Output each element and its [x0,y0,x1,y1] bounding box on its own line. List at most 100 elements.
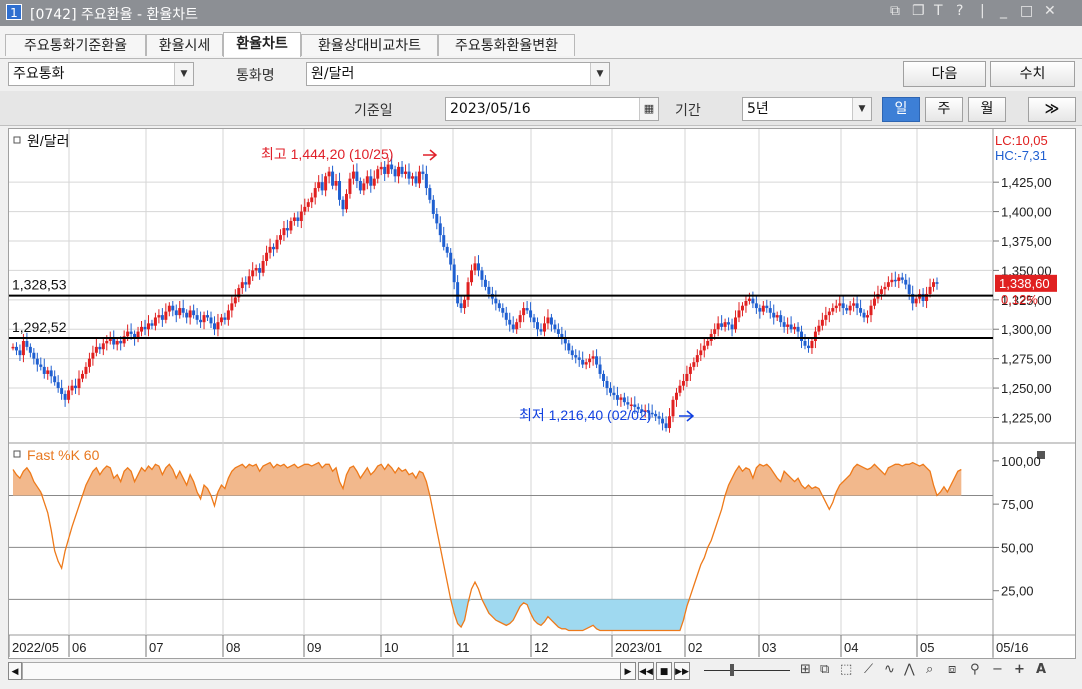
high-annotation: 최고 1,444,20 (10/25) [261,146,393,162]
candle-body [355,171,359,181]
candle-body [779,315,783,323]
candle-body [28,346,32,353]
interval-weekly-tab[interactable]: 주 [925,97,963,122]
candle-body [143,326,147,330]
font-icon[interactable]: T [934,3,943,19]
candle-icon[interactable]: ⊞ [800,662,811,677]
calendar-icon[interactable]: ▦ [639,98,658,120]
minimize-icon[interactable]: _ [1000,3,1007,19]
zoom-slider[interactable] [704,670,790,671]
maximize-icon[interactable]: □ [1020,3,1034,19]
candle-body [410,176,414,179]
trend-line-icon[interactable]: ⟋ [864,662,874,677]
candle-body [42,366,46,374]
candle-body [476,263,480,271]
bar-icon[interactable]: ⧉ [820,662,830,677]
chart-area[interactable]: 2022/05 06 07 08 09 10 11 12 2023/01 02 03 04 05 05/1… [8,128,1076,659]
candle-body [199,319,203,323]
stop-icon[interactable]: ■ [656,662,672,680]
cycle-line-icon[interactable]: ∿ [884,662,895,677]
candle-body [452,264,456,283]
play-icon[interactable]: ▶ [620,662,636,680]
search-icon[interactable]: ⌕ [926,662,934,677]
overbought-fill [13,462,962,496]
plus-icon[interactable]: + [1014,662,1025,677]
minus-icon[interactable]: − [992,662,1003,677]
candle-body [827,311,831,316]
candle-body [838,303,842,306]
forward-button[interactable]: ≫ [1028,97,1076,122]
candle-body [14,346,18,351]
candle-body [754,303,758,309]
horizontal-scrollbar[interactable] [22,662,622,680]
chevron-down-icon[interactable]: ▼ [174,63,193,85]
tab-rate-quotes[interactable]: 환율시세 [146,34,223,56]
scroll-left-icon[interactable]: ◀ [8,662,22,680]
candle-body [511,324,515,330]
price-panel-title: 원/달러 [27,133,70,149]
candle-body [49,370,53,377]
currency-label: 통화명 [236,68,275,84]
candle-body [470,270,474,283]
wave-icon[interactable]: ⋀ [904,662,915,677]
candle-body [140,326,144,332]
candle-body [525,308,529,311]
chevron-down-icon[interactable]: ▼ [590,63,609,85]
candle-body [233,297,237,304]
period-select[interactable]: 5년 ▼ [742,97,872,121]
exchange-rate-chart[interactable]: 2022/05 06 07 08 09 10 11 12 2023/01 02 03 04 05 05/1… [9,129,1075,658]
values-button[interactable]: 수치 [990,61,1075,87]
zoom-slider-handle[interactable] [730,664,734,676]
copy-icon[interactable]: ❐ [912,3,925,19]
candle-body [688,366,692,374]
zoom-icon[interactable]: ⚲ [970,662,980,677]
window-title: [0742] 주요환율 - 환율차트 [30,7,198,23]
fast-forward-icon[interactable]: ▶▶ [674,662,690,680]
candle-body [536,322,540,330]
candle-body [786,324,790,327]
candle-body [928,286,932,294]
interval-monthly-tab[interactable]: 월 [968,97,1006,122]
tab-relative-compare-chart[interactable]: 환율상대비교차트 [301,34,438,56]
candle-body [935,282,939,284]
x-tick-label: 2022/05 [12,640,59,655]
text-icon[interactable]: A [1036,662,1047,677]
candle-body [428,188,432,200]
candle-body [282,228,286,236]
chevron-down-icon[interactable]: ▼ [852,98,871,120]
candle-body [674,392,678,400]
tab-rate-chart[interactable]: 환율차트 [223,32,301,57]
next-button[interactable]: 다음 [903,61,986,87]
candle-body [25,341,29,347]
panel-marker-icon [13,450,21,458]
close-icon[interactable]: ✕ [1044,3,1056,19]
currency-select[interactable]: 원/달러 ▼ [306,62,610,86]
base-date-field[interactable]: 2023/05/16 ▦ [445,97,659,121]
candle-body [442,235,446,247]
chart-copy-icon[interactable]: ⧈ [948,662,957,677]
candle-body [414,176,418,184]
candle-body [160,315,164,320]
link-icon[interactable]: ⧉ [890,3,900,19]
y-tick-label: 1,225,00 [1001,410,1052,425]
support-line-label: 1,328,53 [12,277,67,293]
candle-body [824,315,828,320]
candle-body [800,331,804,341]
candle-body [654,413,658,417]
candle-body [313,188,317,198]
interval-daily-tab[interactable]: 일 [882,97,920,122]
candle-body [831,308,835,312]
candle-body [35,358,39,365]
candle-body [647,410,651,413]
tab-major-currency-base-rate[interactable]: 주요통화기준환율 [5,34,146,56]
candle-body [87,358,91,367]
tab-bar: 주요통화기준환율 환율시세 환율차트 환율상대비교차트 주요통화환율변환 [0,26,1082,59]
zoom-box-icon[interactable]: ⬚ [840,662,853,677]
candle-body [438,223,442,236]
rewind-icon[interactable]: ◀◀ [638,662,654,680]
tab-currency-converter[interactable]: 주요통화환율변환 [438,34,575,56]
candle-body [720,323,724,327]
currency-group-select[interactable]: 주요통화 ▼ [8,62,194,86]
help-icon[interactable]: ? [956,3,964,19]
candle-body [914,298,918,304]
